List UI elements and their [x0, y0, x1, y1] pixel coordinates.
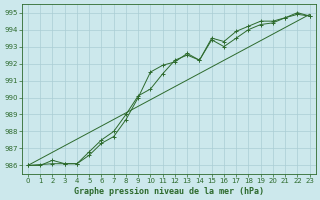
X-axis label: Graphe pression niveau de la mer (hPa): Graphe pression niveau de la mer (hPa)	[74, 187, 264, 196]
